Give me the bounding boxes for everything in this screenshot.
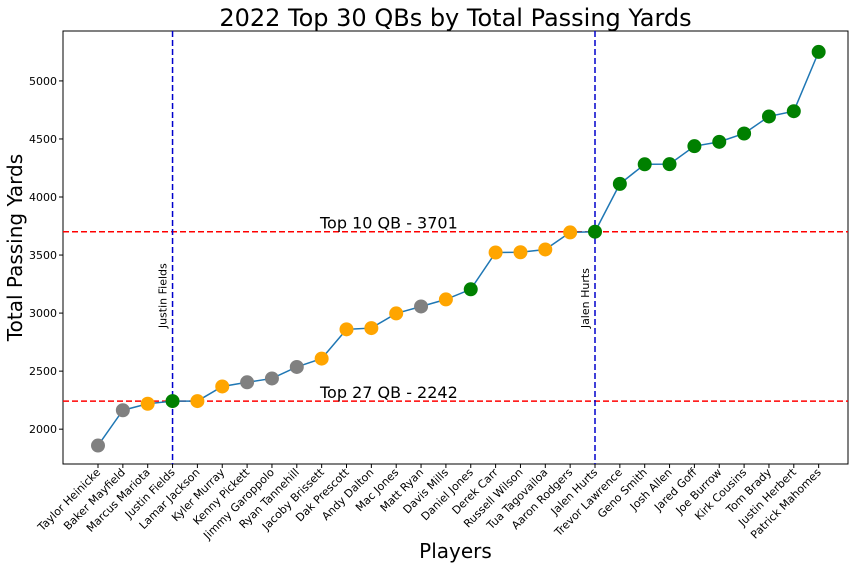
data-point <box>563 225 578 240</box>
hline-label: Top 10 QB - 3701 <box>319 214 458 233</box>
chart-title: 2022 Top 30 QBs by Total Passing Yards <box>219 4 691 32</box>
data-point <box>538 242 553 257</box>
data-point <box>264 371 279 386</box>
data-point <box>414 299 429 314</box>
data-point <box>687 139 702 154</box>
data-point <box>786 104 801 119</box>
data-point <box>761 109 776 124</box>
y-tick-label: 4500 <box>29 133 57 146</box>
data-point <box>165 394 180 409</box>
hline-label: Top 27 QB - 2242 <box>319 383 458 402</box>
series-line <box>97 51 820 446</box>
data-point <box>637 157 652 172</box>
data-point <box>140 396 155 411</box>
y-axis-title: Total Passing Yards <box>3 154 27 342</box>
y-tick-label: 3000 <box>29 307 57 320</box>
data-point <box>737 126 752 141</box>
data-point <box>662 157 677 172</box>
y-tick-label: 5000 <box>29 75 57 88</box>
data-point <box>488 245 503 260</box>
data-point <box>339 322 354 337</box>
data-point <box>712 134 727 149</box>
data-point <box>91 438 105 453</box>
data-point <box>513 245 528 260</box>
data-point <box>811 44 826 59</box>
y-tick-label: 3500 <box>29 249 57 262</box>
data-point <box>588 224 602 239</box>
data-point <box>190 394 205 409</box>
y-tick-label: 2500 <box>29 365 57 378</box>
plot-frame <box>62 30 849 465</box>
vline-label: Jalen Hurts <box>579 268 592 329</box>
data-point <box>115 403 130 418</box>
data-point <box>438 292 453 307</box>
y-tick-label: 2000 <box>29 423 57 436</box>
data-point <box>463 282 478 297</box>
vline-label: Justin Fields <box>157 263 170 329</box>
data-point <box>240 375 255 390</box>
x-axis-title: Players <box>419 539 492 563</box>
data-point <box>389 306 404 321</box>
y-tick-label: 4000 <box>29 191 57 204</box>
data-point <box>364 321 379 336</box>
data-point <box>314 351 329 366</box>
data-point <box>289 359 304 374</box>
data-point <box>612 176 627 191</box>
data-point <box>215 379 230 394</box>
